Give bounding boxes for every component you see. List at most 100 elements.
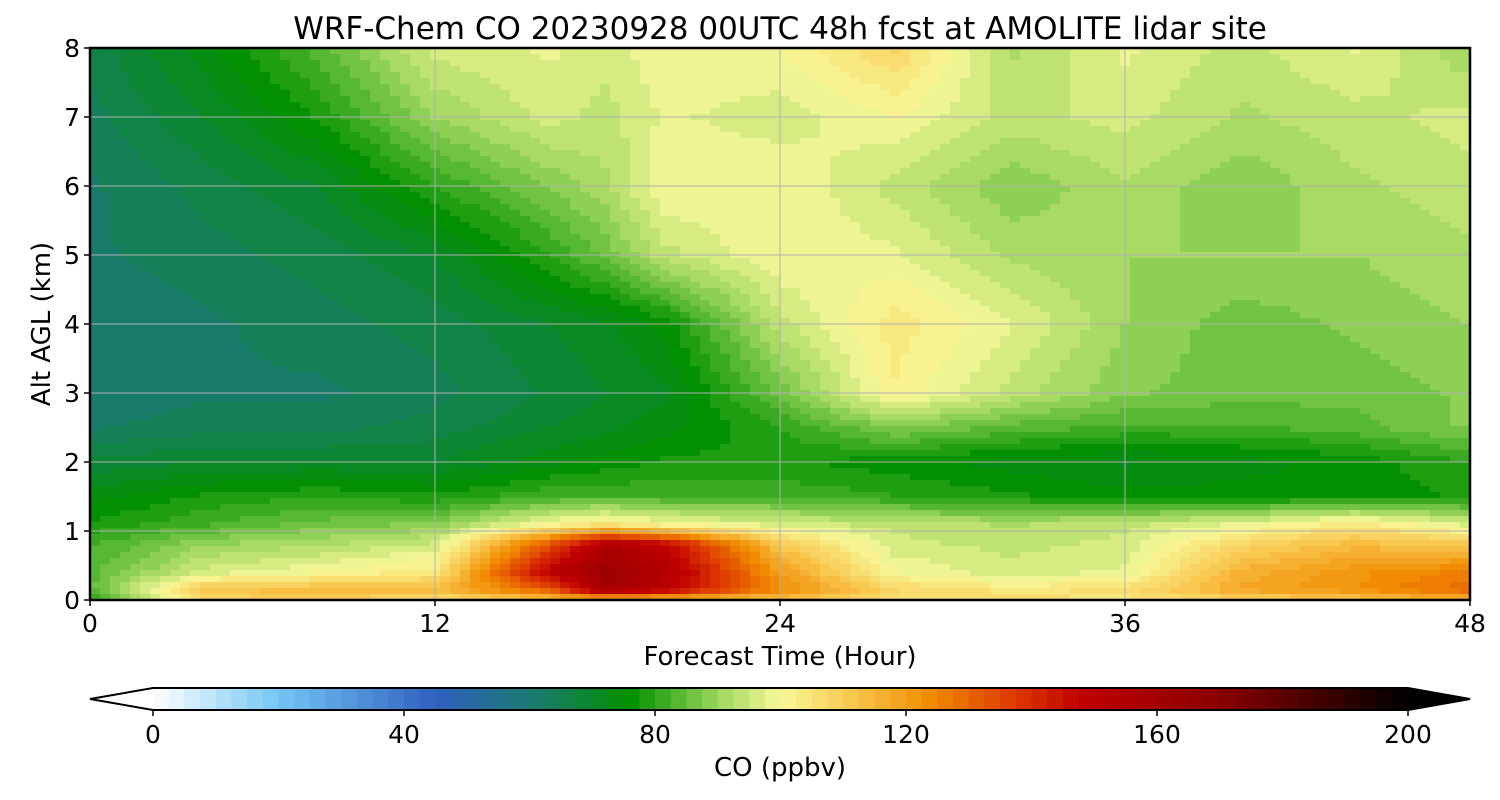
heatmap-cell [980, 48, 991, 55]
heatmap-cell [660, 174, 671, 181]
heatmap-cell [1280, 138, 1291, 145]
heatmap-cell [180, 222, 191, 229]
heatmap-cell [1340, 120, 1351, 127]
heatmap-cell [850, 162, 861, 169]
heatmap-cell [300, 246, 311, 253]
heatmap-cell [640, 204, 651, 211]
heatmap-cell [310, 234, 321, 241]
heatmap-cell [280, 150, 291, 157]
heatmap-cell [210, 258, 221, 265]
heatmap-cell [110, 204, 121, 211]
heatmap-cell [400, 138, 411, 145]
heatmap-cell [510, 102, 521, 109]
heatmap-cell [760, 78, 771, 85]
heatmap-cell [210, 78, 221, 85]
heatmap-cell [620, 246, 631, 253]
heatmap-cell [1210, 168, 1221, 175]
heatmap-cell [770, 90, 781, 97]
heatmap-cell [330, 222, 341, 229]
heatmap-cell [1240, 162, 1251, 169]
heatmap-cell [820, 192, 831, 199]
heatmap-cell [690, 174, 701, 181]
heatmap-cell [270, 240, 281, 247]
heatmap-cell [400, 216, 411, 223]
heatmap-cell [580, 156, 591, 163]
heatmap-cell [1040, 84, 1051, 91]
heatmap-cell [1280, 162, 1291, 169]
heatmap-cell [110, 84, 121, 91]
heatmap-cell [840, 108, 851, 115]
heatmap-cell [910, 180, 921, 187]
heatmap-cell [1330, 108, 1341, 115]
heatmap-cell [580, 228, 591, 235]
heatmap-cell [950, 138, 961, 145]
heatmap-cell [270, 174, 281, 181]
heatmap-cell [1210, 102, 1221, 109]
heatmap-cell [690, 54, 701, 61]
heatmap-cell [550, 240, 561, 247]
heatmap-cell [720, 102, 731, 109]
heatmap-cell [1390, 54, 1401, 61]
heatmap-cell [1310, 174, 1321, 181]
heatmap-cell [210, 186, 221, 193]
heatmap-cell [930, 78, 941, 85]
heatmap-cell [1320, 108, 1331, 115]
heatmap-cell [1330, 60, 1341, 67]
heatmap-cell [1110, 102, 1121, 109]
heatmap-cell [570, 234, 581, 241]
heatmap-cell [510, 150, 521, 157]
heatmap-cell [1260, 198, 1271, 205]
heatmap-cell [780, 132, 791, 139]
heatmap-cell [550, 84, 561, 91]
heatmap-cell [280, 198, 291, 205]
heatmap-cell [1310, 66, 1321, 73]
heatmap-cell [960, 138, 971, 145]
heatmap-cell [1130, 258, 1141, 265]
heatmap-cell [1060, 66, 1071, 73]
heatmap-cell [1420, 210, 1431, 217]
heatmap-cell [980, 234, 991, 241]
heatmap-cell [490, 228, 501, 235]
heatmap-cell [1150, 132, 1161, 139]
heatmap-cell [550, 96, 561, 103]
heatmap-cell [1250, 174, 1261, 181]
heatmap-cell [1410, 102, 1421, 109]
heatmap-cell [1330, 234, 1341, 241]
heatmap-cell [940, 120, 951, 127]
heatmap-cell [290, 90, 301, 97]
heatmap-cell [90, 192, 101, 199]
heatmap-cell [1460, 108, 1470, 115]
heatmap-cell [1030, 72, 1041, 79]
heatmap-cell [200, 48, 211, 55]
heatmap-cell [1380, 192, 1391, 199]
heatmap-cell [940, 102, 951, 109]
heatmap-cell [350, 264, 361, 271]
heatmap-cell [1020, 78, 1031, 85]
heatmap-cell [910, 258, 921, 265]
heatmap-cell [1430, 216, 1441, 223]
heatmap-cell [820, 258, 831, 265]
heatmap-cell [1230, 90, 1241, 97]
heatmap-cell [350, 198, 361, 205]
heatmap-cell [1220, 108, 1231, 115]
heatmap-cell [110, 216, 121, 223]
heatmap-cell [850, 66, 861, 73]
heatmap-cell [880, 258, 891, 265]
heatmap-cell [1460, 186, 1470, 193]
heatmap-cell [390, 126, 401, 133]
heatmap-cell [1130, 186, 1141, 193]
heatmap-cell [1050, 84, 1061, 91]
heatmap-cell [370, 216, 381, 223]
heatmap-cell [350, 216, 361, 223]
heatmap-cell [1290, 66, 1301, 73]
heatmap-cell [580, 66, 591, 73]
heatmap-cell [570, 216, 581, 223]
heatmap-cell [260, 216, 271, 223]
heatmap-cell [110, 258, 121, 265]
heatmap-cell [850, 156, 861, 163]
heatmap-cell [410, 90, 421, 97]
heatmap-cell [1400, 78, 1411, 85]
heatmap-cell [1190, 168, 1201, 175]
heatmap-cell [1440, 120, 1451, 127]
heatmap-cell [1220, 72, 1231, 79]
